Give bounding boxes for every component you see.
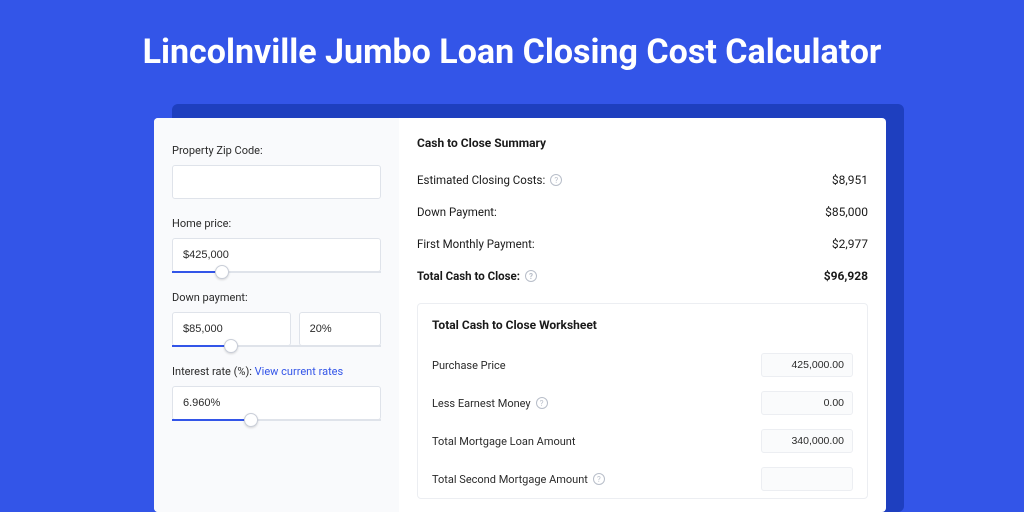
down-payment-group: Down payment: [172, 291, 381, 347]
interest-label: Interest rate (%): View current rates [172, 365, 381, 378]
home-price-slider[interactable] [172, 271, 381, 273]
worksheet-label-text: Less Earnest Money [432, 397, 531, 410]
summary-row-closing-costs: Estimated Closing Costs: ? $8,951 [417, 164, 868, 196]
interest-slider-thumb[interactable] [244, 413, 258, 427]
summary-row-first-payment: First Monthly Payment: $2,977 [417, 228, 868, 260]
down-payment-slider-thumb[interactable] [224, 339, 238, 353]
help-icon[interactable]: ? [536, 397, 548, 409]
interest-input[interactable] [172, 386, 381, 420]
summary-label-text: Estimated Closing Costs: [417, 173, 545, 187]
interest-group: Interest rate (%): View current rates [172, 365, 381, 421]
worksheet-row-earnest-money: Less Earnest Money ? [432, 384, 853, 422]
worksheet-label-text: Total Second Mortgage Amount [432, 473, 588, 486]
zip-label: Property Zip Code: [172, 144, 381, 157]
interest-slider-fill [172, 419, 251, 421]
summary-value: $85,000 [825, 205, 868, 219]
worksheet-title: Total Cash to Close Worksheet [432, 318, 853, 332]
worksheet-label-text: Total Mortgage Loan Amount [432, 435, 575, 448]
interest-slider[interactable] [172, 419, 381, 421]
worksheet-input-mortgage-amount[interactable] [761, 429, 853, 453]
summary-total-value: $96,928 [824, 269, 868, 283]
inputs-panel: Property Zip Code: Home price: Down paym… [154, 118, 399, 512]
summary-label-text: Down Payment: [417, 205, 497, 219]
worksheet-input-earnest-money[interactable] [761, 391, 853, 415]
summary-value: $8,951 [832, 173, 868, 187]
summary-value: $2,977 [832, 237, 868, 251]
summary-title: Cash to Close Summary [417, 136, 868, 150]
down-payment-slider[interactable] [172, 345, 381, 347]
down-payment-slider-fill [172, 345, 231, 347]
worksheet-row-purchase-price: Purchase Price [432, 346, 853, 384]
worksheet-card: Total Cash to Close Worksheet Purchase P… [417, 303, 868, 499]
interest-label-text: Interest rate (%): [172, 365, 255, 378]
home-price-label: Home price: [172, 217, 381, 230]
zip-group: Property Zip Code: [172, 144, 381, 199]
summary-row-total: Total Cash to Close: ? $96,928 [417, 260, 868, 297]
help-icon[interactable]: ? [550, 174, 562, 186]
down-payment-pct-input[interactable] [299, 312, 381, 346]
down-payment-label: Down payment: [172, 291, 381, 304]
worksheet-input-second-mortgage[interactable] [761, 467, 853, 491]
zip-input[interactable] [172, 165, 381, 199]
calculator-card: Property Zip Code: Home price: Down paym… [154, 118, 886, 512]
summary-label-text: First Monthly Payment: [417, 237, 535, 251]
summary-row-down-payment: Down Payment: $85,000 [417, 196, 868, 228]
help-icon[interactable]: ? [593, 473, 605, 485]
worksheet-row-second-mortgage: Total Second Mortgage Amount ? [432, 460, 853, 498]
results-panel: Cash to Close Summary Estimated Closing … [399, 118, 886, 512]
view-rates-link[interactable]: View current rates [255, 365, 344, 378]
summary-total-label: Total Cash to Close: [417, 269, 520, 283]
worksheet-input-purchase-price[interactable] [761, 353, 853, 377]
home-price-group: Home price: [172, 217, 381, 273]
worksheet-row-mortgage-amount: Total Mortgage Loan Amount [432, 422, 853, 460]
page-title: Lincolnville Jumbo Loan Closing Cost Cal… [0, 0, 1024, 90]
help-icon[interactable]: ? [525, 270, 537, 282]
worksheet-label-text: Purchase Price [432, 359, 506, 372]
home-price-input[interactable] [172, 238, 381, 272]
home-price-slider-thumb[interactable] [215, 265, 229, 279]
